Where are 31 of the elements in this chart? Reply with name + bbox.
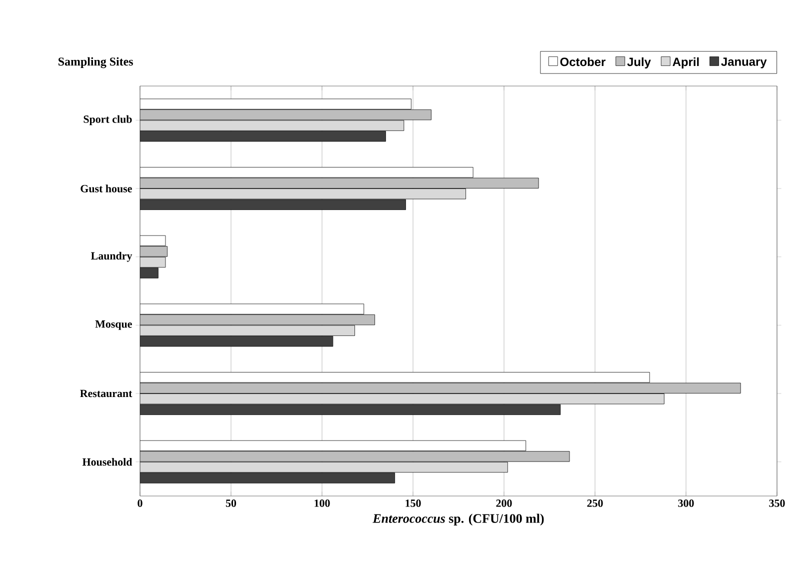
y-tick-label: Sport club [84,115,132,126]
legend-label: January [721,58,767,68]
x-tick-label: 300 [678,500,694,507]
legend-label: April [672,57,699,69]
y-tick-label: Gust house [80,184,132,192]
x-tick-label: 350 [769,500,785,507]
bar [140,314,375,326]
bar [140,178,539,188]
y-axis-title: Sampling Sites [58,57,133,68]
x-tick-label: 200 [496,500,512,507]
bar [140,462,508,473]
y-tick-label: Laundry [91,252,132,262]
y-tick-label: Household [82,458,132,466]
bar [140,246,168,257]
x-tick-label: 250 [587,500,603,507]
bar [140,382,741,394]
y-tick-label: Mosque [95,320,132,330]
x-tick-label: 0 [138,500,142,507]
bar [140,188,466,200]
bar [140,451,570,462]
x-axis-title: Enterococcus sp. (CFU/100 ml) [372,514,544,526]
bar [140,120,404,131]
bar [140,394,664,404]
bar [140,109,432,120]
bar [140,325,355,336]
x-tick-label: 50 [226,500,236,507]
legend-label: July [627,57,651,69]
x-tick-label: 100 [314,500,330,507]
text: October [560,57,606,66]
x-tick-label: 150 [406,500,421,507]
y-tick-label: Restaurant [80,390,132,398]
